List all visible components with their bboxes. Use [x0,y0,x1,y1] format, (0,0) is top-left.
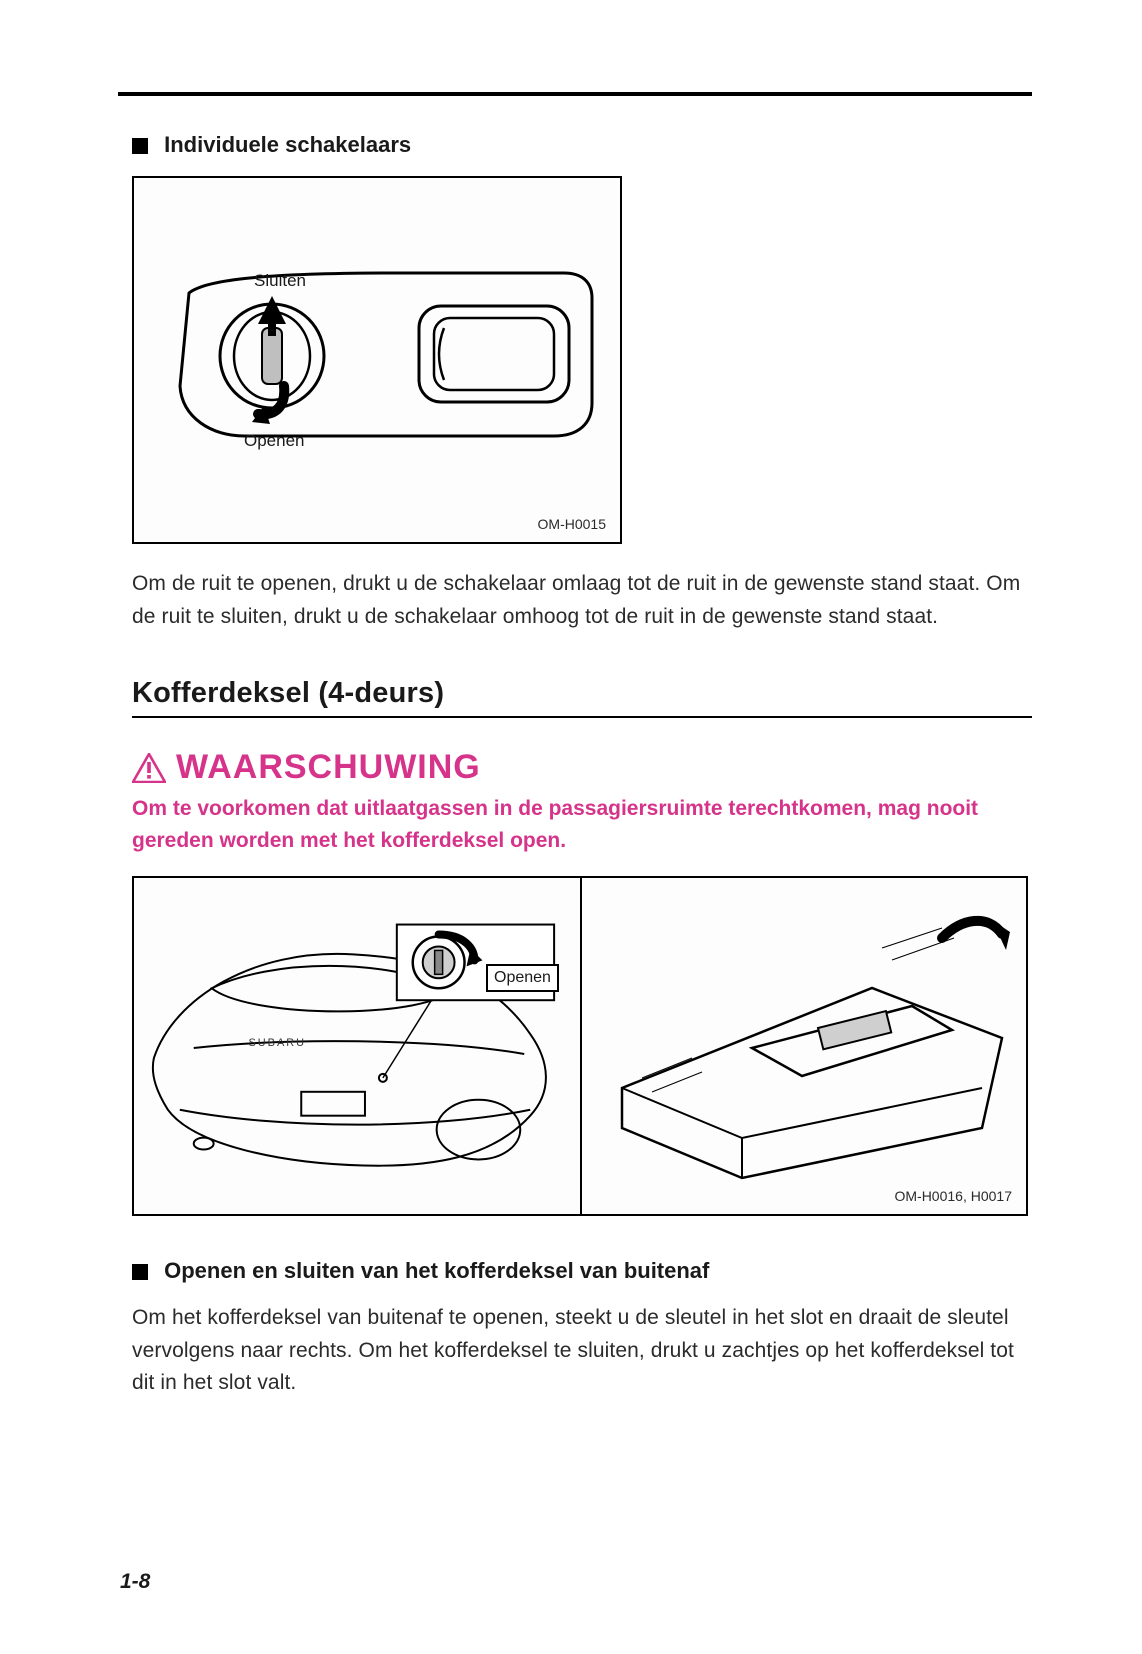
switch-panel-illustration: Sluiten Openen [134,178,624,546]
car-rear-illustration: SUBARU [134,878,580,1214]
warning-body: Om te voorkomen dat uitlaatgassen in de … [132,793,1032,856]
paragraph-switch-operation: Om de ruit te openen, drukt u de schakel… [132,568,1032,633]
square-bullet-icon [132,1264,148,1280]
callout-openen: Openen [486,964,559,992]
figure-trunk-left: SUBARU Openen [134,878,580,1214]
warning-title: WAARSCHUWING [176,748,481,787]
subheading-text: Individuele schakelaars [164,132,411,157]
subheading-openen-sluiten: Openen en sluiten van het kofferdeksel v… [132,1258,1032,1284]
paragraph-trunk-operation: Om het kofferdeksel van buitenaf te open… [132,1302,1032,1400]
section-heading-rule [132,716,1032,718]
figure-code-1: OM-H0015 [538,516,606,532]
page-number: 1-8 [120,1570,150,1594]
top-rule [118,92,1032,96]
label-sluiten: Sluiten [254,271,306,290]
figure-switch-panel: Sluiten Openen OM-H0015 [132,176,622,544]
warning-line: WAARSCHUWING [132,748,1032,787]
section-heading-kofferdeksel: Kofferdeksel (4-deurs) [132,677,1032,710]
figure-trunk: SUBARU Openen [132,876,1028,1216]
car-badge: SUBARU [248,1037,306,1049]
label-openen: Openen [244,431,305,450]
subheading-text-2: Openen en sluiten van het kofferdeksel v… [164,1258,709,1283]
trunk-handle-illustration [582,878,1026,1214]
square-bullet-icon [132,138,148,154]
figure-trunk-right [582,878,1026,1214]
subheading-individuele-schakelaars: Individuele schakelaars [132,132,1032,158]
manual-page: Individuele schakelaars Sluiten Openen [0,0,1142,1460]
figure-code-2: OM-H0016, H0017 [894,1188,1012,1204]
warning-triangle-icon [132,753,166,783]
